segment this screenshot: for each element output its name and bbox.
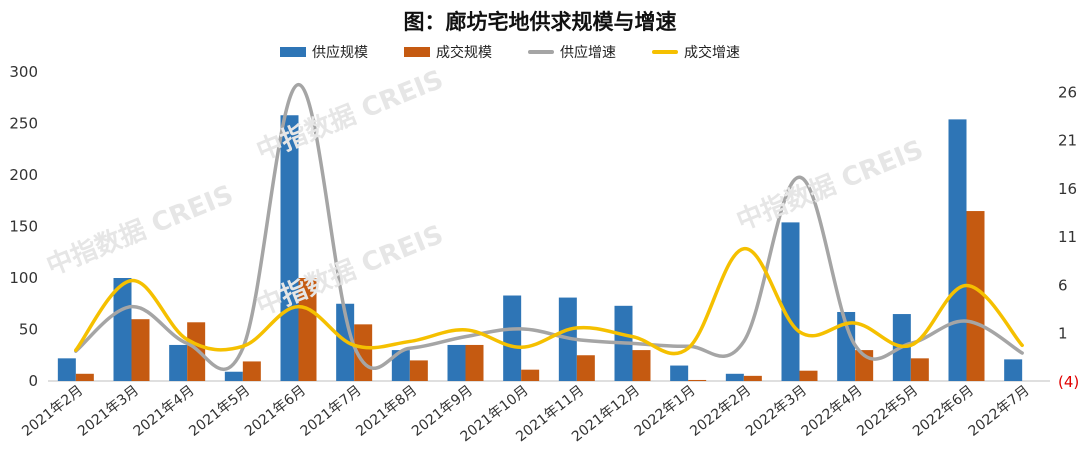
y-right-tick-label: 16 xyxy=(1058,180,1077,198)
bar-deal-scale xyxy=(75,373,94,381)
x-tick-label: 2022年3月 xyxy=(743,383,810,440)
y-left-tick-label: 250 xyxy=(9,115,38,133)
x-tick-label: 2022年2月 xyxy=(687,383,754,440)
legend-label-supply-growth: 供应增速 xyxy=(560,45,616,61)
bar-supply-scale xyxy=(113,278,132,381)
bar-deal-scale xyxy=(187,322,206,381)
line-supply-growth xyxy=(74,82,1024,371)
bar-deal-scale xyxy=(632,350,651,381)
legend-swatch-supply-growth xyxy=(528,50,554,54)
x-tick-label: 2021年3月 xyxy=(75,383,142,440)
legend-swatch-deal-growth xyxy=(652,50,678,54)
bar-deal-scale xyxy=(743,375,762,381)
bar-supply-scale xyxy=(670,365,689,381)
bar-supply-scale xyxy=(391,350,410,381)
y-right-tick-label: 26 xyxy=(1058,83,1077,101)
bar-deal-scale xyxy=(242,361,261,381)
x-tick-label: 2021年2月 xyxy=(19,383,86,440)
line-deal-growth xyxy=(74,247,1024,356)
x-tick-label: 2022年1月 xyxy=(632,383,699,440)
bar-deal-scale xyxy=(799,370,818,381)
legend-item-supply-scale: 供应规模 xyxy=(280,42,368,62)
y-right-tick-label: (4) xyxy=(1058,373,1079,391)
y-right-tick-label: 11 xyxy=(1058,228,1077,246)
bar-deal-scale xyxy=(521,369,540,381)
bar-deal-scale xyxy=(910,358,929,381)
x-tick-label: 2021年5月 xyxy=(186,383,253,440)
bar-supply-scale xyxy=(725,373,744,381)
y-left-tick-label: 200 xyxy=(9,166,38,184)
legend-label-deal-growth: 成交增速 xyxy=(684,45,740,61)
x-tick-label: 2021年7月 xyxy=(298,383,365,440)
bar-deal-scale xyxy=(409,360,428,381)
x-tick-label: 2022年6月 xyxy=(910,383,977,440)
bar-supply-scale xyxy=(948,119,967,381)
x-tick-label: 2022年4月 xyxy=(799,383,866,440)
y-left-tick-label: 0 xyxy=(28,372,38,390)
legend-label-supply-scale: 供应规模 xyxy=(312,45,368,61)
bar-supply-scale xyxy=(280,115,299,381)
legend-swatch-supply-scale xyxy=(280,47,306,57)
bar-supply-scale xyxy=(57,358,76,381)
bar-deal-scale xyxy=(131,319,150,381)
bar-deal-scale xyxy=(966,211,985,381)
legend: 供应规模 成交规模 供应增速 成交增速 xyxy=(280,42,776,62)
bar-supply-scale xyxy=(1004,359,1023,381)
bar-deal-scale xyxy=(688,379,707,381)
y-left-tick-label: 300 xyxy=(9,63,38,81)
legend-swatch-deal-scale xyxy=(404,47,430,57)
bar-supply-scale xyxy=(169,344,188,381)
y-right-tick-label: 1 xyxy=(1058,325,1068,343)
y-right-tick-label: 6 xyxy=(1058,276,1068,294)
y-right-tick-label: 21 xyxy=(1058,132,1077,150)
x-tick-label: 2022年7月 xyxy=(966,383,1033,440)
bar-supply-scale xyxy=(837,311,856,381)
y-left-tick-label: 150 xyxy=(9,218,38,236)
x-tick-label: 2021年4月 xyxy=(131,383,198,440)
legend-item-deal-scale: 成交规模 xyxy=(404,42,492,62)
x-tick-label: 2021年6月 xyxy=(242,383,309,440)
legend-item-supply-growth: 供应增速 xyxy=(528,42,616,62)
y-left-tick-label: 100 xyxy=(9,269,38,287)
bar-supply-scale xyxy=(447,344,466,381)
x-tick-label: 2022年5月 xyxy=(854,383,921,440)
bar-supply-scale xyxy=(503,295,522,381)
bar-deal-scale xyxy=(298,278,317,381)
bar-supply-scale xyxy=(781,222,800,381)
bar-supply-scale xyxy=(224,371,243,381)
bar-deal-scale xyxy=(465,344,484,381)
legend-label-deal-scale: 成交规模 xyxy=(436,45,492,61)
bar-deal-scale xyxy=(576,355,595,381)
chart-title: 图：廊坊宅地供求规模与增速 xyxy=(403,10,677,34)
x-tick-label: 2021年8月 xyxy=(353,383,420,440)
legend-item-deal-growth: 成交增速 xyxy=(652,42,740,62)
y-left-tick-label: 50 xyxy=(19,321,38,339)
